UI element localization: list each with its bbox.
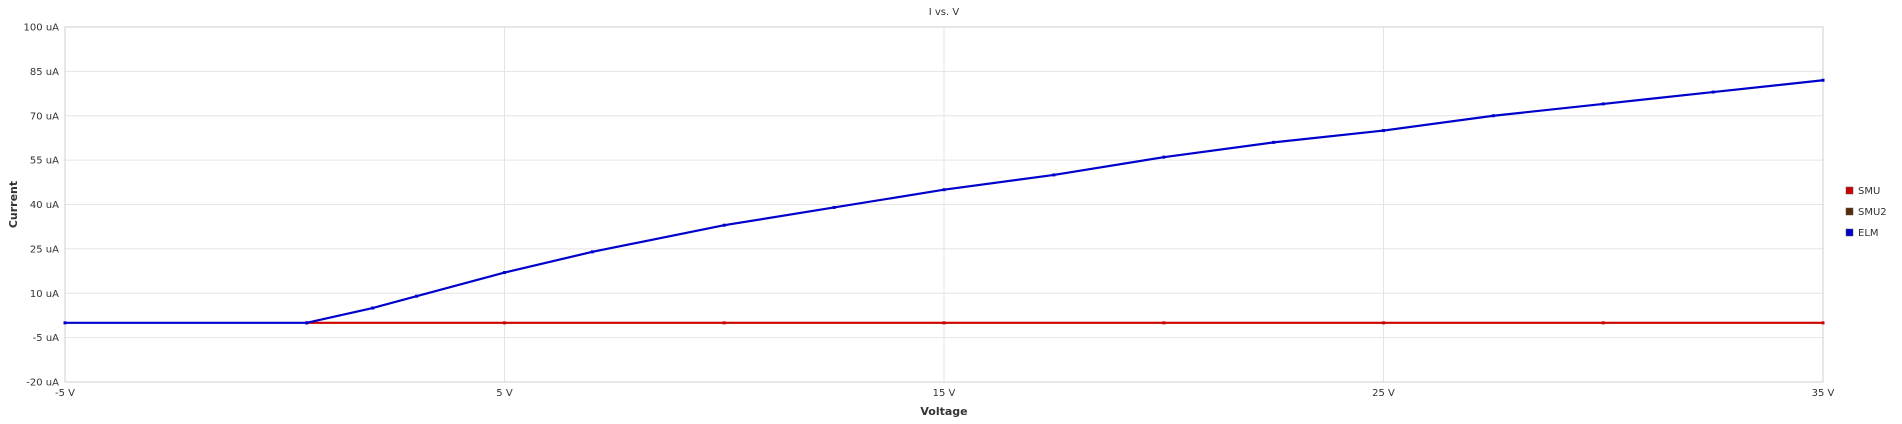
data-point: [1821, 78, 1825, 82]
legend: SMU SMU2 ELM: [1845, 186, 1887, 239]
y-tick-label: 85 uA: [30, 67, 59, 78]
legend-label: ELM: [1858, 228, 1879, 239]
legend-swatch: [1845, 186, 1854, 195]
data-point: [1491, 114, 1495, 118]
series-smu: [305, 321, 1825, 325]
data-point: [371, 306, 375, 310]
data-point: [722, 321, 726, 325]
data-point: [503, 321, 506, 325]
data-point: [1711, 90, 1715, 94]
grid-lines: [64, 26, 1824, 383]
data-point: [1162, 155, 1166, 159]
data-point: [1382, 129, 1385, 133]
data-point: [503, 271, 506, 275]
data-point: [63, 321, 67, 325]
x-tick-label: 25 V: [1372, 388, 1395, 399]
data-point: [305, 321, 309, 325]
plot-area: [64, 26, 1824, 383]
y-tick-label: 40 uA: [30, 200, 59, 211]
y-tick-label: 70 uA: [30, 111, 59, 122]
y-tick-label: 10 uA: [30, 289, 59, 300]
x-tick-label: 15 V: [933, 388, 956, 399]
y-tick-label: 55 uA: [30, 156, 59, 167]
data-point: [590, 250, 594, 254]
data-point: [942, 188, 946, 192]
y-tick-labels: -20 uA -5 uA 10 uA 25 uA 40 uA 55 uA 70 uA 85 u…: [24, 23, 60, 389]
data-point: [832, 205, 836, 209]
data-point: [1162, 321, 1166, 325]
data-point: [942, 321, 946, 325]
x-tick-label: 35 V: [1812, 388, 1835, 399]
series-elm: [63, 78, 1825, 325]
y-tick-label: -20 uA: [26, 378, 59, 389]
data-point: [1601, 321, 1605, 325]
x-tick-labels: -5 V 5 V 15 V 25 V 35 V: [55, 388, 1835, 399]
x-tick-label: -5 V: [55, 388, 75, 399]
legend-label: SMU2: [1858, 207, 1887, 218]
legend-item-elm: ELM: [1845, 228, 1879, 239]
legend-item-smu2: SMU2: [1845, 207, 1887, 218]
x-axis-title: Voltage: [920, 405, 967, 418]
y-tick-label: 25 uA: [30, 244, 59, 255]
legend-label: SMU: [1858, 186, 1880, 197]
legend-item-smu: SMU: [1845, 186, 1880, 197]
chart-title: I vs. V: [929, 7, 960, 18]
y-tick-label: 100 uA: [24, 23, 60, 34]
data-point: [1052, 173, 1056, 177]
series-layer: [63, 78, 1825, 325]
legend-swatch: [1845, 228, 1854, 237]
data-point: [1382, 321, 1385, 325]
data-point: [1821, 321, 1825, 325]
data-point: [1601, 102, 1605, 106]
y-axis-title: Current: [7, 181, 20, 228]
y-tick-label: -5 uA: [33, 333, 59, 344]
data-point: [415, 294, 419, 298]
data-point: [722, 223, 726, 227]
data-point: [1272, 140, 1276, 144]
legend-swatch: [1845, 207, 1854, 216]
x-tick-label: 5 V: [496, 388, 513, 399]
